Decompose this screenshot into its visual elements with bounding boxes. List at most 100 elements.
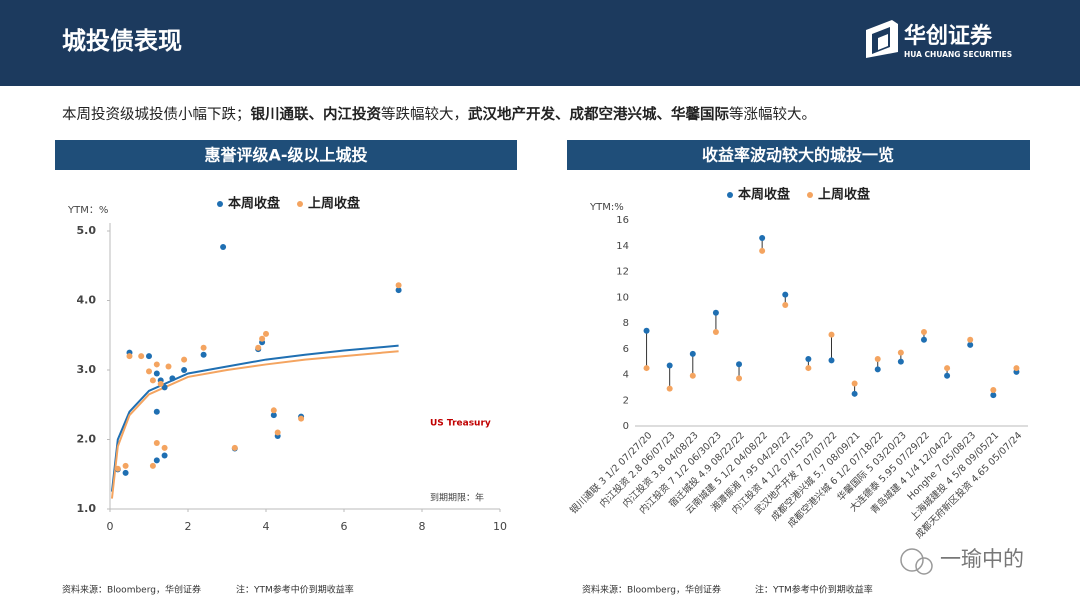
panel-title: 惠誉评级A-级以上城投 <box>204 146 367 165</box>
point <box>851 390 858 397</box>
scatter-point <box>153 408 160 415</box>
y-tick-label: 16 <box>616 215 629 226</box>
y-tick-label: 2 <box>623 395 629 406</box>
logo <box>866 20 898 58</box>
scatter-point <box>259 335 266 342</box>
x-tick-label: 0 <box>107 520 114 533</box>
footnote-note: 注：YTM参考中价到期收益率 <box>236 584 354 596</box>
scatter-point <box>181 367 188 373</box>
x-tick-label: 4 <box>263 520 270 533</box>
x-tick-label: 8 <box>419 520 426 533</box>
point <box>1013 365 1020 372</box>
scatter-point <box>274 429 281 436</box>
legend-marker <box>217 201 223 207</box>
point <box>874 366 881 373</box>
x-tick-label: 6 <box>341 520 348 533</box>
scatter-point <box>169 375 176 382</box>
y-tick-label: 2.0 <box>77 433 97 446</box>
scatter-point <box>122 469 129 476</box>
scatter-point <box>153 370 160 377</box>
y-tick-label: 0 <box>623 421 629 432</box>
y-tick-label: 5.0 <box>77 224 97 237</box>
footnote-note: 注：YTM参考中价到期收益率 <box>755 584 873 596</box>
scatter-point <box>181 356 188 363</box>
legend-label: 本周收盘 <box>738 187 790 203</box>
point <box>897 349 904 356</box>
y-tick-label: 12 <box>616 267 629 278</box>
point <box>897 358 904 365</box>
x-tick-label: 10 <box>493 520 507 533</box>
scatter-point <box>165 363 172 370</box>
summary-segment: 本周投资级城投债小幅下跌； <box>62 106 251 123</box>
scatter-point <box>200 351 207 358</box>
scatter-point <box>270 412 277 419</box>
panel-title-bar <box>567 140 1030 170</box>
point <box>828 357 835 364</box>
x-axis-label: 到期期限：年 <box>430 492 484 504</box>
trend-line <box>110 344 399 492</box>
summary-segment: 武汉地产开发、成都空港兴城、华馨国际 <box>468 105 729 123</box>
scatter-point <box>220 243 227 250</box>
watermark-icon <box>900 548 933 575</box>
summary-segment: 等跌幅较大， <box>381 105 468 123</box>
summary: 本周投资级城投债小幅下跌；银川通联、内江投资等跌幅较大，武汉地产开发、成都空港兴… <box>62 105 816 123</box>
point <box>805 365 812 372</box>
legend-label: 上周收盘 <box>308 196 360 212</box>
trend-line <box>110 350 399 499</box>
scatter-point <box>126 353 133 360</box>
scatter-point <box>138 353 145 360</box>
scatter-point <box>161 444 168 451</box>
point <box>736 375 743 382</box>
legend-marker <box>807 192 813 198</box>
annotation: US Treasury <box>430 419 491 429</box>
point <box>944 372 951 379</box>
scatter-point <box>146 353 152 360</box>
point <box>759 247 766 254</box>
header-bar <box>0 0 1080 86</box>
point <box>643 365 650 372</box>
point <box>828 331 835 338</box>
point <box>782 301 789 308</box>
y-tick-label: 14 <box>616 241 629 252</box>
scatter-point <box>153 439 160 446</box>
footnote-source: 资料来源：Bloomberg，华创证券 <box>62 584 201 596</box>
y-tick-label: 4.0 <box>77 294 97 307</box>
legend-label: 本周收盘 <box>228 196 280 212</box>
scatter-point <box>157 380 164 387</box>
point <box>689 372 696 379</box>
point <box>967 341 974 348</box>
point <box>666 362 673 369</box>
legend-marker <box>727 192 733 198</box>
y-axis-label: YTM：% <box>67 205 108 216</box>
y-tick-label: 3.0 <box>77 363 97 376</box>
y-axis-label: YTM:% <box>589 202 624 213</box>
scatter-point <box>149 462 156 469</box>
scatter-point <box>298 415 305 422</box>
point <box>782 291 789 298</box>
point <box>666 385 673 392</box>
summary-segment: 银川通联、内江投资 <box>251 105 382 123</box>
scatter-point <box>231 444 238 451</box>
point <box>967 336 974 343</box>
scatter-point <box>200 344 207 351</box>
scatter-point <box>114 465 121 472</box>
y-tick-label: 10 <box>616 292 629 303</box>
scatter-point <box>395 287 402 294</box>
scatter-point <box>149 377 156 384</box>
x-tick-label: 2 <box>185 520 192 533</box>
panel-title: 收益率波动较大的城投一览 <box>702 146 894 165</box>
scatter-point <box>153 457 160 464</box>
point <box>805 356 812 363</box>
scatter-point <box>122 462 129 469</box>
summary-segment: 等涨幅较大。 <box>729 105 816 123</box>
point <box>759 235 766 242</box>
footnote-source: 资料来源：Bloomberg，华创证券 <box>582 584 721 596</box>
y-tick-label: 1.0 <box>77 502 97 515</box>
scatter-point <box>263 330 269 337</box>
scatter-point <box>161 452 168 459</box>
y-tick-label: 4 <box>623 370 629 381</box>
point <box>990 392 997 399</box>
logo-sub: HUA CHUANG SECURITIES <box>904 50 1012 59</box>
point <box>689 350 696 357</box>
point <box>851 380 858 387</box>
